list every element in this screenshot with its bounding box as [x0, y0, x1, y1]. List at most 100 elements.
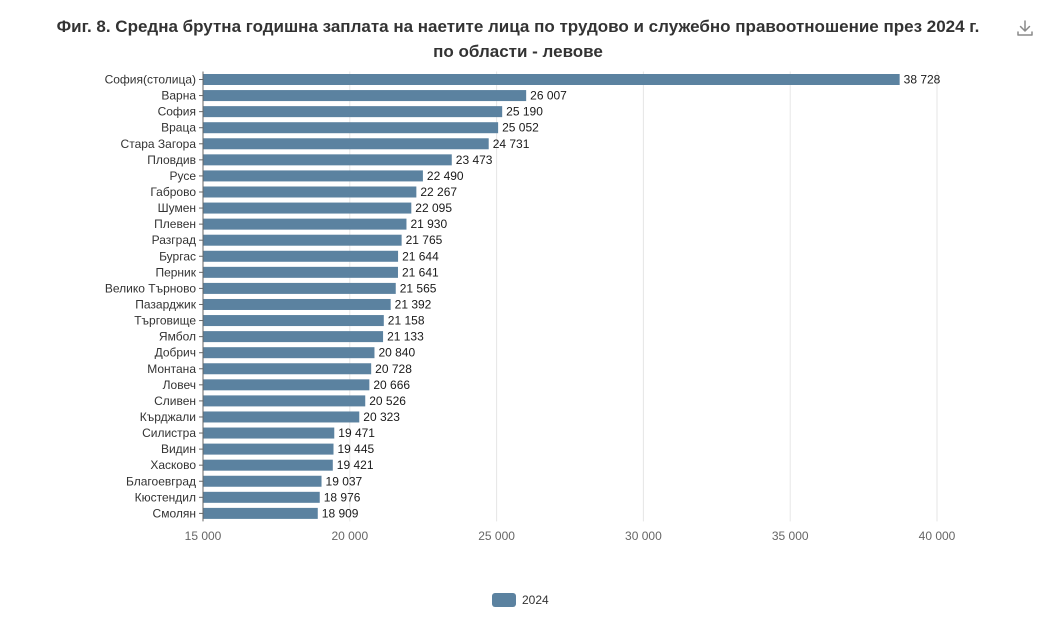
axes — [199, 71, 204, 522]
bar[interactable] — [203, 298, 391, 310]
value-label: 22 095 — [415, 201, 452, 215]
value-label: 24 731 — [493, 137, 530, 151]
bar[interactable] — [203, 507, 318, 519]
category-label: Шумен — [158, 201, 196, 215]
download-icon — [1017, 20, 1033, 36]
value-label: 18 976 — [324, 490, 361, 504]
value-label: 25 052 — [502, 121, 539, 135]
category-label: Пазарджик — [135, 297, 196, 311]
value-label: 19 421 — [337, 458, 374, 472]
category-label: Велико Търново — [105, 281, 196, 295]
value-label: 21 930 — [410, 217, 447, 231]
value-label: 22 267 — [420, 185, 457, 199]
bar[interactable] — [203, 427, 335, 439]
x-tick-label: 25 000 — [478, 529, 515, 543]
chart-title-line-1: Фиг. 8. Средна брутна годишна заплата на… — [56, 17, 980, 36]
bar[interactable] — [203, 186, 417, 198]
value-label: 20 323 — [363, 410, 400, 424]
value-label: 21 565 — [400, 281, 437, 295]
bar[interactable] — [203, 234, 402, 246]
category-label: Кърджали — [140, 410, 196, 424]
value-label: 23 473 — [456, 153, 493, 167]
legend-label: 2024 — [522, 593, 549, 607]
value-label: 21 765 — [406, 233, 443, 247]
category-label: София(столица) — [105, 73, 196, 87]
value-label: 22 490 — [427, 169, 464, 183]
value-label: 25 190 — [506, 105, 543, 119]
category-label: Монтана — [147, 362, 196, 376]
category-label: Варна — [161, 89, 196, 103]
bar[interactable] — [203, 138, 489, 150]
category-label: Видин — [161, 442, 196, 456]
category-label: Плевен — [154, 217, 196, 231]
bar[interactable] — [203, 90, 527, 102]
bar[interactable] — [203, 459, 333, 471]
value-label: 20 728 — [375, 362, 412, 376]
bar[interactable] — [203, 122, 499, 134]
bar[interactable] — [203, 266, 398, 278]
bar[interactable] — [203, 250, 399, 262]
value-label: 38 728 — [904, 73, 941, 87]
category-label: Габрово — [150, 185, 196, 199]
x-tick-label: 30 000 — [625, 529, 662, 543]
category-label: Хасково — [150, 458, 196, 472]
value-label: 20 526 — [369, 394, 406, 408]
category-label: Кюстендил — [135, 490, 196, 504]
category-label: Пловдив — [147, 153, 196, 167]
value-label: 21 392 — [395, 297, 432, 311]
labels: 15 000 20 000 25 000 30 000 35 000 40 000 Софи… — [105, 73, 956, 544]
category-label: Ямбол — [159, 330, 196, 344]
value-label: 21 133 — [387, 330, 424, 344]
bar[interactable] — [203, 491, 320, 503]
value-label: 21 641 — [402, 265, 439, 279]
category-label: Силистра — [142, 426, 196, 440]
category-label: Ловеч — [163, 378, 196, 392]
download-button[interactable] — [1012, 15, 1038, 41]
value-label: 19 037 — [326, 474, 363, 488]
bar-chart: 15 000 20 000 25 000 30 000 35 000 40 000 Софи… — [105, 71, 956, 544]
category-label: Благоевград — [126, 474, 196, 488]
value-label: 18 909 — [322, 506, 359, 520]
value-label: 19 471 — [338, 426, 375, 440]
value-label: 26 007 — [530, 89, 567, 103]
value-label: 21 644 — [402, 249, 439, 263]
bar[interactable] — [203, 411, 360, 423]
bar[interactable] — [203, 443, 334, 455]
category-label: Стара Загора — [121, 137, 197, 151]
bar[interactable] — [203, 395, 366, 407]
category-label: Добрич — [155, 346, 196, 360]
bar[interactable] — [203, 475, 322, 487]
category-label: Сливен — [154, 394, 196, 408]
legend-swatch — [492, 593, 516, 607]
category-label: София — [158, 105, 196, 119]
value-label: 19 445 — [338, 442, 375, 456]
chart-title-line-2: по области - левове — [433, 42, 603, 61]
x-tick-label: 35 000 — [772, 529, 809, 543]
bar[interactable] — [203, 363, 372, 375]
bar[interactable] — [203, 106, 503, 118]
bars — [203, 74, 900, 519]
chart-title: Фиг. 8. Средна брутна годишна заплата на… — [0, 14, 1036, 64]
category-label: Русе — [169, 169, 196, 183]
category-label: Търговище — [134, 314, 196, 328]
value-label: 20 666 — [373, 378, 410, 392]
bar[interactable] — [203, 347, 375, 359]
bar[interactable] — [203, 331, 384, 343]
category-label: Разград — [152, 233, 196, 247]
bar[interactable] — [203, 154, 452, 166]
bar[interactable] — [203, 74, 900, 85]
category-label: Перник — [155, 265, 196, 279]
bar[interactable] — [203, 315, 384, 327]
bar[interactable] — [203, 170, 423, 182]
x-tick-label: 20 000 — [331, 529, 368, 543]
value-label: 21 158 — [388, 314, 425, 328]
x-tick-label: 15 000 — [185, 529, 222, 543]
bar[interactable] — [203, 282, 396, 294]
bar[interactable] — [203, 202, 412, 214]
value-label: 20 840 — [378, 346, 415, 360]
x-tick-label: 40 000 — [919, 529, 956, 543]
bar[interactable] — [203, 379, 370, 391]
bar[interactable] — [203, 218, 407, 230]
legend-item-2024[interactable]: 2024 — [492, 592, 549, 608]
category-label: Бургас — [159, 249, 196, 263]
